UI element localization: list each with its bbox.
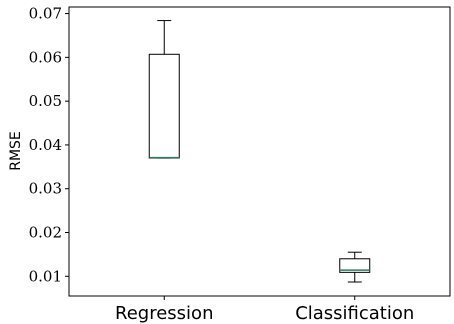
y-tick-label: 0.02 bbox=[29, 224, 62, 242]
y-tick-label: 0.07 bbox=[29, 5, 62, 23]
iqr-box bbox=[148, 53, 180, 159]
box-regression bbox=[148, 20, 180, 159]
y-tick-label: 0.06 bbox=[29, 48, 62, 66]
x-tick-label: Regression bbox=[115, 303, 213, 324]
y-tick-label: 0.03 bbox=[29, 180, 62, 198]
y-tick-label: 0.04 bbox=[29, 136, 62, 154]
plot-frame bbox=[68, 6, 451, 297]
iqr-box bbox=[339, 258, 371, 273]
y-axis-title: RMSE bbox=[8, 131, 24, 171]
x-axis: Regression Classification bbox=[115, 296, 414, 324]
box-classification bbox=[339, 251, 371, 283]
y-tick-label: 0.05 bbox=[29, 92, 62, 110]
y-tick-label: 0.01 bbox=[29, 267, 62, 285]
x-tick-label: Classification bbox=[295, 303, 414, 324]
y-axis: 0.01 0.02 0.03 0.04 0.05 0.06 0.07 bbox=[29, 5, 69, 285]
box-series bbox=[148, 20, 371, 283]
